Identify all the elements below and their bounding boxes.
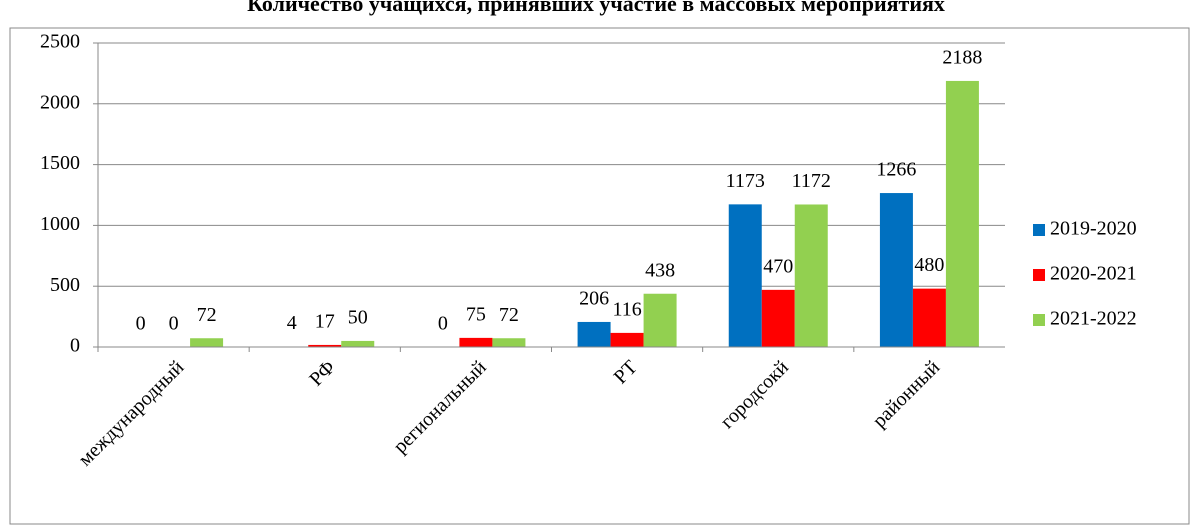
x-tick-label: городсокй: [716, 356, 793, 433]
data-label: 50: [348, 307, 368, 329]
chart-border: [10, 28, 1189, 524]
x-tick-label: международный: [74, 356, 188, 470]
legend-label: 2020-2021: [1050, 263, 1137, 285]
data-label: 4: [287, 312, 297, 334]
bar: [190, 338, 223, 347]
x-tick-label: РФ: [305, 356, 339, 390]
bar: [762, 290, 795, 347]
bar: [946, 81, 979, 347]
legend-label: 2021-2022: [1050, 308, 1137, 330]
chart-title: Количество учащихся, принявших участие в…: [247, 0, 945, 16]
bar: [341, 341, 374, 347]
bar: [459, 338, 492, 347]
data-label: 206: [579, 288, 609, 310]
data-label: 0: [136, 313, 146, 335]
y-tick-label: 0: [70, 335, 80, 357]
data-label: 0: [438, 313, 448, 335]
x-tick-label: районный: [868, 356, 944, 432]
legend-swatch: [1033, 224, 1045, 236]
y-tick-label: 2500: [40, 31, 80, 53]
x-tick-label: РТ: [610, 356, 642, 388]
data-label: 0: [169, 313, 179, 335]
x-tick-label: региональный: [389, 356, 491, 458]
data-label: 2188: [942, 47, 982, 69]
data-label: 1172: [792, 170, 831, 192]
bar: [578, 322, 611, 347]
data-label: 116: [612, 298, 641, 320]
bar: [644, 294, 677, 347]
y-tick-label: 1500: [40, 152, 80, 174]
y-tick-label: 1000: [40, 213, 80, 235]
bar: [492, 338, 525, 347]
data-label: 72: [499, 304, 519, 326]
data-label: 1266: [876, 159, 916, 181]
y-tick-label: 2000: [40, 91, 80, 113]
bar: [729, 204, 762, 347]
data-label: 470: [763, 255, 793, 277]
bar: [880, 193, 913, 347]
bar: [913, 289, 946, 347]
legend-swatch: [1033, 269, 1045, 281]
legend-swatch: [1033, 314, 1045, 326]
data-label: 75: [466, 303, 486, 325]
data-label: 1173: [726, 170, 765, 192]
y-tick-label: 500: [50, 274, 80, 296]
data-label: 438: [645, 259, 675, 281]
bar: [795, 204, 828, 347]
data-label: 72: [197, 304, 217, 326]
bar: [611, 333, 644, 347]
data-label: 17: [315, 311, 335, 333]
data-label: 480: [914, 254, 944, 276]
legend-label: 2019-2020: [1050, 218, 1137, 240]
